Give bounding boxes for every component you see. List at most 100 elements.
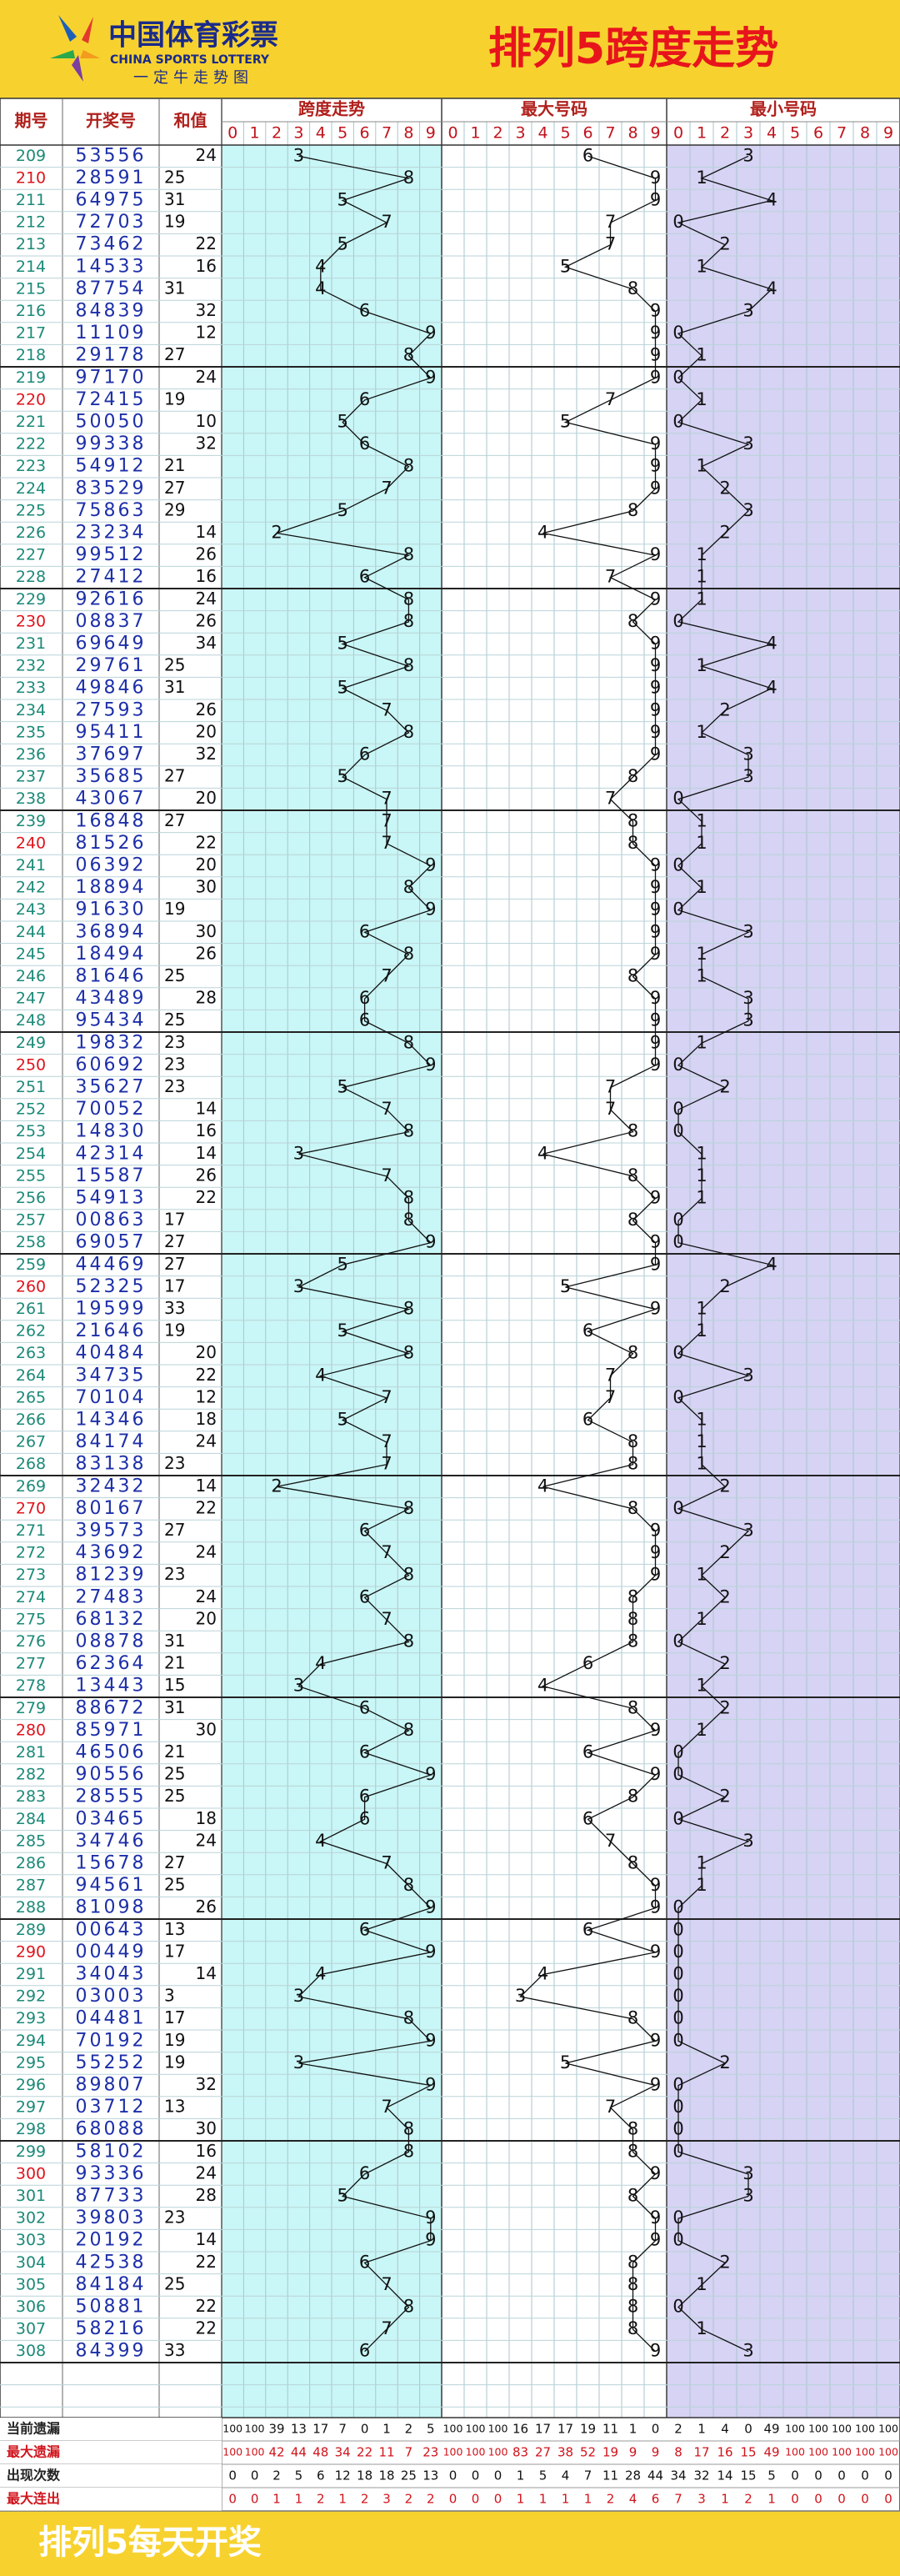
sum: 18 xyxy=(196,1409,217,1429)
period: 282 xyxy=(16,1766,46,1784)
trend-value: 8 xyxy=(403,1565,414,1585)
trend-value: 3 xyxy=(742,434,753,454)
period: 296 xyxy=(16,2076,46,2094)
draw-number: 43067 xyxy=(76,789,147,809)
trend-value: 8 xyxy=(403,944,414,964)
stats-label: 最大连出 xyxy=(7,2491,60,2507)
trend-value: 8 xyxy=(628,2318,638,2338)
trend-value: 9 xyxy=(650,744,661,764)
trend-value: 8 xyxy=(403,722,414,742)
stats-value: 19 xyxy=(580,2422,596,2437)
trend-value: 9 xyxy=(650,1232,661,1252)
trend-value: 8 xyxy=(403,1188,414,1208)
trend-value: 3 xyxy=(742,766,753,786)
trend-value: 0 xyxy=(672,1387,683,1407)
draw-number: 03712 xyxy=(76,2097,147,2117)
trend-value: 2 xyxy=(719,1276,730,1296)
trend-value: 9 xyxy=(650,1720,661,1740)
draw-number: 16848 xyxy=(76,810,147,831)
stats-value: 5 xyxy=(295,2468,303,2483)
trend-value: 1 xyxy=(696,1875,707,1895)
sum: 19 xyxy=(164,2030,185,2050)
stats-value: 7 xyxy=(584,2468,592,2483)
trend-value: 3 xyxy=(293,145,304,165)
stats-value: 14 xyxy=(717,2468,732,2483)
draw-number: 73462 xyxy=(76,234,147,255)
trend-value: 0 xyxy=(672,1210,683,1230)
draw-number: 18494 xyxy=(76,944,147,965)
stats-value: 15 xyxy=(740,2468,756,2483)
draw-number: 03465 xyxy=(76,1808,147,1829)
trend-value: 8 xyxy=(628,1697,638,1717)
trend-value: 8 xyxy=(403,544,414,564)
stats-value: 2 xyxy=(607,2492,615,2507)
logo-en: CHINA SPORTS LOTTERY xyxy=(110,53,270,67)
sum: 30 xyxy=(196,2118,217,2138)
digit-header: 0 xyxy=(673,124,683,143)
stats-value: 25 xyxy=(401,2468,417,2483)
trend-value: 0 xyxy=(672,1808,683,1828)
stats-value: 0 xyxy=(361,2422,369,2437)
trend-value: 8 xyxy=(403,2141,414,2161)
period: 242 xyxy=(16,879,46,897)
stats-value: 16 xyxy=(512,2422,528,2437)
trend-value: 8 xyxy=(628,2252,638,2272)
trend-value: 9 xyxy=(650,655,661,675)
draw-number: 19832 xyxy=(76,1032,147,1053)
trend-value: 7 xyxy=(605,789,616,809)
stats-row-bg xyxy=(0,2488,222,2511)
stats-value: 100 xyxy=(785,2423,805,2435)
footer-text: 排列5每天开奖 xyxy=(38,2523,262,2562)
column-header: 期号 xyxy=(15,111,48,131)
stats-value: 100 xyxy=(855,2423,875,2435)
sum: 30 xyxy=(196,877,217,897)
trend-value: 2 xyxy=(271,1476,282,1496)
period: 255 xyxy=(16,1166,46,1185)
trend-value: 9 xyxy=(650,2075,661,2095)
digit-header: 4 xyxy=(538,124,548,143)
trend-value: 8 xyxy=(628,500,638,520)
trend-value: 7 xyxy=(605,234,616,254)
period: 274 xyxy=(16,1588,46,1606)
sum: 17 xyxy=(164,1275,185,1296)
stats-value: 32 xyxy=(693,2468,709,2483)
period: 275 xyxy=(16,1610,46,1628)
trend-value: 5 xyxy=(338,1321,348,1341)
trend-value: 3 xyxy=(742,1365,753,1385)
stats-value: 49 xyxy=(763,2422,779,2437)
sum: 22 xyxy=(196,2252,217,2272)
period: 292 xyxy=(16,1987,46,2006)
trend-value: 1 xyxy=(696,1299,707,1319)
stats-value: 100 xyxy=(245,2423,265,2435)
trend-value: 8 xyxy=(628,1631,638,1651)
sum: 24 xyxy=(196,1542,217,1562)
draw-number: 95411 xyxy=(76,722,147,743)
period: 295 xyxy=(16,2053,46,2072)
trend-value: 1 xyxy=(696,655,707,675)
draw-number: 35627 xyxy=(76,1077,147,1098)
sum: 26 xyxy=(196,1897,217,1917)
trend-value: 8 xyxy=(403,1299,414,1319)
trend-value: 9 xyxy=(650,2163,661,2183)
period: 212 xyxy=(16,213,46,232)
stats-row-bg xyxy=(0,2441,222,2464)
draw-number: 08837 xyxy=(76,611,147,632)
period: 294 xyxy=(16,2032,46,2050)
trend-value: 7 xyxy=(381,966,392,986)
period: 271 xyxy=(16,1521,46,1540)
period: 256 xyxy=(16,1189,46,1207)
stats-value: 0 xyxy=(251,2492,259,2507)
sum: 30 xyxy=(196,1719,217,1739)
stats-value: 0 xyxy=(652,2422,660,2437)
sum: 24 xyxy=(196,2163,217,2183)
trend-value: 8 xyxy=(628,2119,638,2139)
period: 209 xyxy=(16,147,46,165)
digit-header: 1 xyxy=(697,124,707,143)
trend-value: 8 xyxy=(628,2274,638,2294)
trend-value: 0 xyxy=(672,1099,683,1119)
trend-value: 9 xyxy=(650,1764,661,1784)
trend-value: 5 xyxy=(338,1254,348,1274)
trend-value: 4 xyxy=(315,1964,326,1984)
trend-value: 9 xyxy=(650,699,661,719)
trend-value: 4 xyxy=(766,278,777,298)
